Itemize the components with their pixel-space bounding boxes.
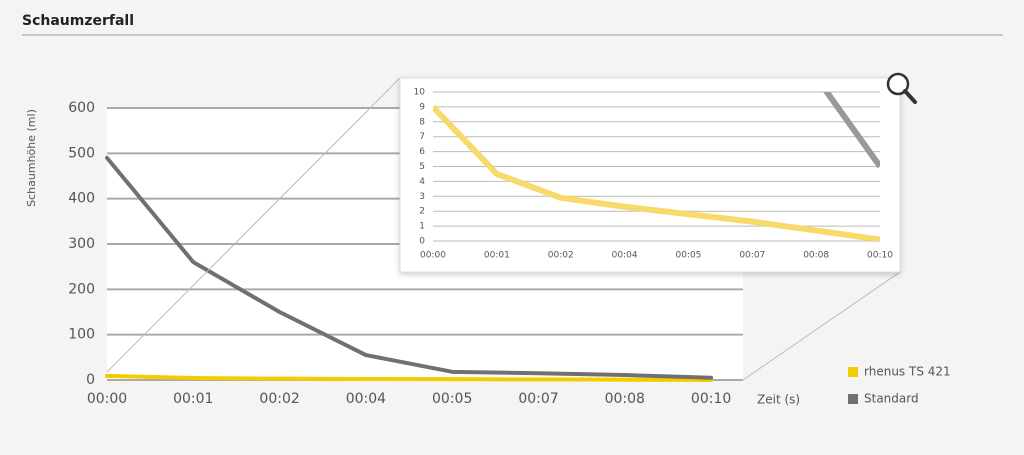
- legend-label: Standard: [864, 392, 919, 406]
- y-tick-label: 8: [419, 117, 425, 127]
- zoom-connector: [106, 77, 401, 373]
- x-tick-label: 00:02: [259, 391, 299, 407]
- x-tick-label: 00:01: [173, 391, 213, 407]
- y-axis-label: Schaumhöhe (ml): [25, 109, 38, 207]
- x-tick-label: 00:08: [803, 251, 829, 261]
- x-tick-label: 00:10: [867, 251, 893, 261]
- series-line: [433, 104, 880, 241]
- y-tick-label: 500: [68, 145, 95, 161]
- y-tick-label: 1: [419, 222, 425, 232]
- legend-swatch: [848, 394, 858, 404]
- zoom-lines: [433, 92, 880, 241]
- x-tick-label: 00:00: [420, 251, 446, 261]
- x-tick-label: 00:08: [605, 391, 645, 407]
- y-tick-label: 0: [86, 372, 95, 388]
- magnifier-icon: [886, 72, 917, 104]
- y-tick-label: 9: [419, 102, 425, 112]
- zoom-connector: [742, 271, 901, 381]
- legend: rhenus TS 421 Standard: [848, 365, 951, 406]
- y-tick-label: 7: [419, 132, 425, 142]
- legend-label: rhenus TS 421: [864, 365, 951, 379]
- legend-swatch: [848, 367, 858, 377]
- x-tick-label: 00:10: [691, 391, 731, 407]
- y-tick-label: 3: [419, 192, 425, 202]
- y-tick-label: 4: [419, 177, 425, 187]
- y-tick-label: 10: [414, 88, 426, 98]
- x-tick-label: 00:00: [87, 391, 127, 407]
- x-tick-label: 00:02: [548, 251, 574, 261]
- x-tick-label: 00:05: [432, 391, 472, 407]
- y-tick-label: 200: [68, 281, 95, 297]
- x-tick-label: 00:05: [675, 251, 701, 261]
- y-tick-label: 5: [419, 162, 425, 172]
- y-tick-label: 100: [68, 327, 95, 343]
- x-tick-label: 00:04: [346, 391, 386, 407]
- zoom-panel: [399, 77, 901, 273]
- y-tick-label: 6: [419, 147, 425, 157]
- y-tick-label: 300: [68, 236, 95, 252]
- y-tick-label: 400: [68, 191, 95, 207]
- y-tick-label: 2: [419, 207, 425, 217]
- title: Schaumzerfall: [22, 13, 134, 29]
- x-tick-label: 00:01: [484, 251, 510, 261]
- y-tick-label: 0: [419, 237, 425, 247]
- series-line: [105, 373, 714, 382]
- zoom-chart: 0 1 2 3 4 5 6 7 8 9 10 00:00 00:01 00:02 00:04 00:05 00:…: [414, 88, 894, 261]
- x-tick-label: 00:04: [612, 251, 638, 261]
- x-tick-label: 00:07: [739, 251, 765, 261]
- x-tick-label: 00:07: [518, 391, 558, 407]
- x-axis-label: Zeit (s): [757, 393, 800, 407]
- y-tick-label: 600: [68, 100, 95, 116]
